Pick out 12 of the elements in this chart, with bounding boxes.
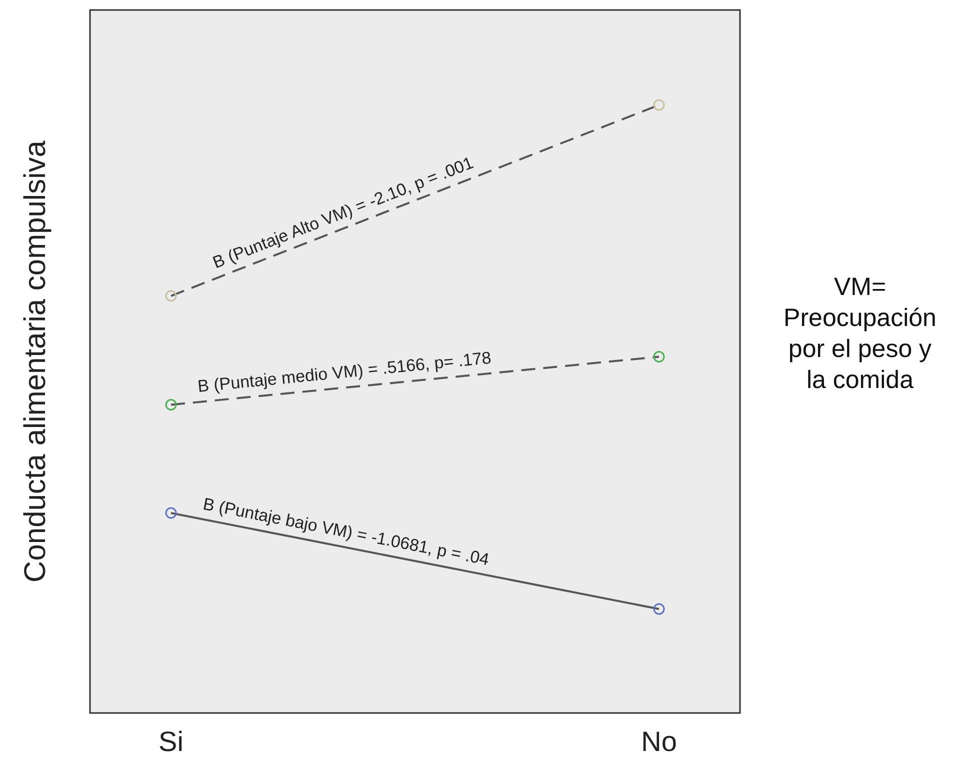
annotation: B (Puntaje medio VM) = .5166, p= .178	[196, 348, 492, 396]
y-axis-title: Conducta alimentaria compulsiva	[19, 140, 52, 582]
point	[165, 290, 177, 302]
point	[165, 507, 177, 519]
text: VM= Preocupación por el peso y la comida	[784, 273, 936, 394]
x-tick-label: No	[641, 726, 677, 757]
point	[653, 99, 665, 111]
x-tick-label: Si	[158, 726, 184, 757]
point	[653, 603, 665, 615]
point	[165, 398, 177, 410]
point	[653, 350, 665, 362]
annotation: B (Puntaje bajo VM) = -1.0681, p = .04	[201, 494, 491, 570]
